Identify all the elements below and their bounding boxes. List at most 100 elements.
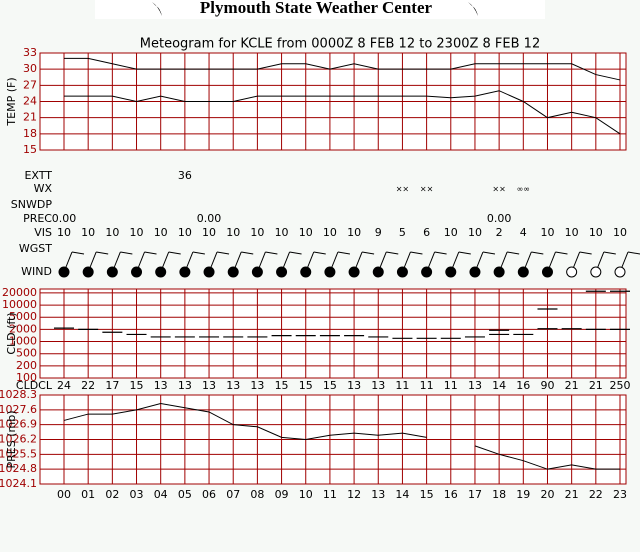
- row-value: 5: [399, 226, 406, 239]
- wind-barb: [192, 251, 205, 255]
- row-value: 15: [275, 379, 289, 392]
- y-tick-label: 500: [16, 347, 37, 360]
- wind-barb: [216, 251, 230, 255]
- wind-station: [445, 266, 457, 278]
- row-value: 21: [565, 379, 579, 392]
- row-value: 10: [226, 226, 240, 239]
- x-tick-label: 19: [516, 488, 530, 501]
- y-tick-label: 1028.3: [0, 388, 37, 401]
- wind-barb: [313, 251, 326, 255]
- wind-barb: [531, 251, 544, 255]
- wind-station: [106, 266, 118, 278]
- wind-station: [300, 266, 312, 278]
- row-value: 17: [105, 379, 119, 392]
- row-value: 10: [154, 226, 168, 239]
- wind-station: [421, 266, 433, 278]
- row-value: ∞∞: [517, 185, 530, 194]
- wind-station: [227, 266, 239, 278]
- row-label: PREC: [23, 212, 52, 225]
- row-value: 13: [154, 379, 168, 392]
- wind-barb: [579, 251, 592, 255]
- wind-station: [348, 266, 360, 278]
- row-value: 13: [468, 379, 482, 392]
- y-tick-label: 10000: [2, 298, 37, 311]
- wind-station: [179, 266, 191, 278]
- wind-station: [566, 266, 578, 278]
- row-value: 10: [540, 226, 554, 239]
- x-tick-label: 18: [492, 488, 506, 501]
- row-value: 13: [178, 379, 192, 392]
- row-value: 11: [444, 379, 458, 392]
- row-label: CLDCL: [16, 379, 53, 392]
- wind-barb: [555, 251, 568, 255]
- row-label: WIND: [21, 265, 52, 278]
- wind-station: [517, 266, 529, 278]
- wind-barb: [96, 251, 109, 255]
- x-tick-label: 08: [250, 488, 264, 501]
- row-value: 10: [299, 226, 313, 239]
- row-value: 4: [520, 226, 527, 239]
- row-value: 10: [202, 226, 216, 239]
- wind-station: [58, 266, 70, 278]
- row-value: 11: [420, 379, 434, 392]
- wind-station: [614, 266, 626, 278]
- wind-barb: [386, 251, 399, 255]
- row-value: 10: [250, 226, 264, 239]
- row-value: 10: [589, 226, 603, 239]
- wind-station: [372, 266, 384, 278]
- y-tick-label: 18: [23, 127, 37, 140]
- y-tick-label: 1026.2: [0, 433, 37, 446]
- wind-barb: [71, 251, 85, 255]
- row-value: 90: [540, 379, 554, 392]
- wind-barb: [120, 251, 133, 255]
- row-value: 10: [57, 226, 71, 239]
- wind-barb: [507, 251, 520, 255]
- x-tick-label: 01: [81, 488, 95, 501]
- row-value: 24: [57, 379, 71, 392]
- row-value: 2: [496, 226, 503, 239]
- y-tick-label: 1000: [9, 335, 37, 348]
- row-value: 16: [516, 379, 530, 392]
- wind-station: [131, 266, 143, 278]
- series-line: [64, 90, 621, 135]
- wind-barb: [168, 251, 181, 255]
- row-value: 10: [347, 226, 361, 239]
- row-value: 0.00: [197, 212, 222, 225]
- y-tick-label: 20000: [2, 286, 37, 299]
- x-tick-label: 05: [178, 488, 192, 501]
- y-tick-label: 5000: [9, 310, 37, 323]
- x-tick-label: 20: [540, 488, 554, 501]
- row-value: 10: [323, 226, 337, 239]
- series-line: [64, 57, 621, 81]
- row-value: 10: [130, 226, 144, 239]
- row-value: ××: [492, 185, 505, 194]
- row-value: 36: [178, 169, 192, 182]
- y-tick-label: 2000: [9, 322, 37, 335]
- row-value: 10: [468, 226, 482, 239]
- row-value: 15: [130, 379, 144, 392]
- wind-station: [590, 266, 602, 278]
- y-tick-label: 200: [16, 359, 37, 372]
- x-tick-label: 03: [130, 488, 144, 501]
- x-tick-label: 14: [395, 488, 409, 501]
- wind-station: [251, 266, 263, 278]
- y-axis-label: CLD (ft): [5, 312, 18, 354]
- row-label: WGST: [19, 242, 52, 255]
- row-label: SNWDP: [11, 198, 53, 211]
- row-value: 6: [423, 226, 430, 239]
- y-tick-label: 27: [23, 78, 37, 91]
- row-value: 15: [299, 379, 313, 392]
- wind-barb: [627, 251, 640, 255]
- row-label: EXTT: [24, 169, 52, 182]
- x-tick-label: 21: [565, 488, 579, 501]
- row-value: 21: [589, 379, 603, 392]
- row-value: 10: [81, 226, 95, 239]
- row-value: 10: [565, 226, 579, 239]
- wind-barb: [265, 251, 278, 255]
- row-label: VIS: [34, 226, 52, 239]
- wind-station: [469, 266, 481, 278]
- y-tick-label: 24: [23, 95, 37, 108]
- x-tick-label: 22: [589, 488, 603, 501]
- x-tick-label: 17: [468, 488, 482, 501]
- y-axis-label: PRES (mb): [5, 411, 18, 469]
